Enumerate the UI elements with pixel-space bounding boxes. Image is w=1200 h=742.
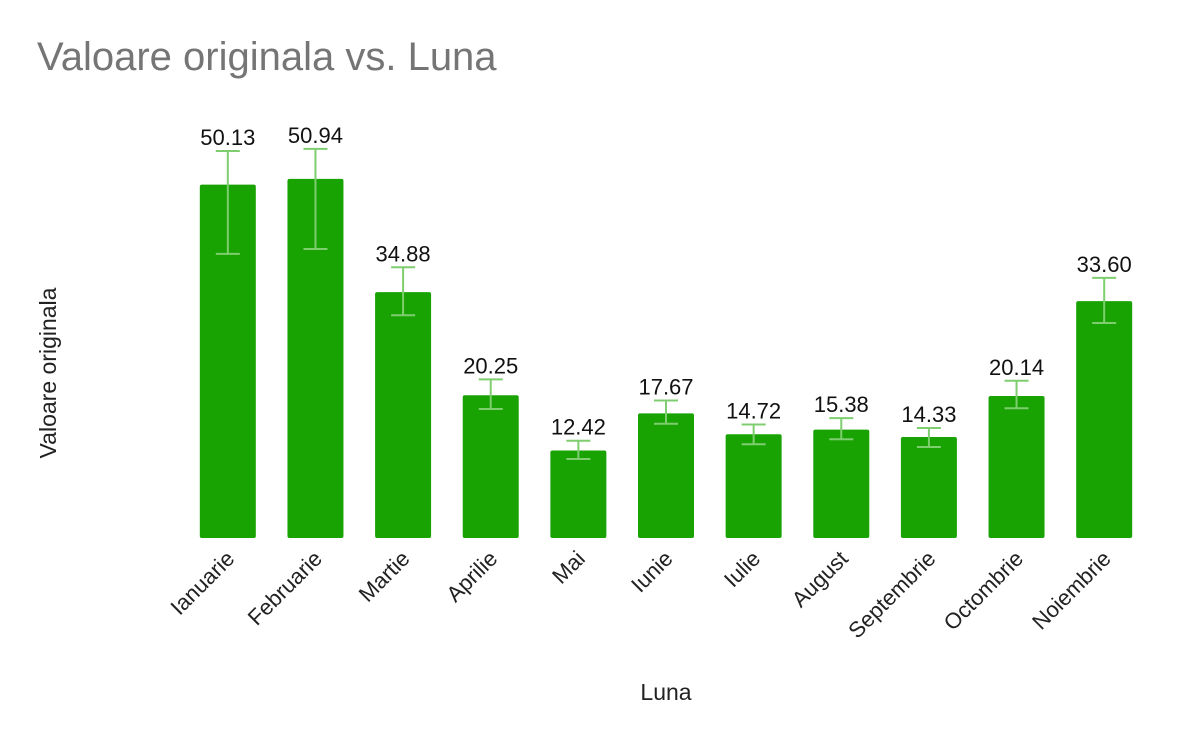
- error-bar-martie: [391, 266, 416, 317]
- bar-februarie: [287, 178, 344, 539]
- bar-octombrie: [988, 396, 1045, 538]
- bar-martie: [375, 292, 432, 538]
- error-bar-iulie: [741, 423, 766, 446]
- error-bar-februarie: [303, 147, 328, 250]
- data-labels-group: 50.13 50.94 34.88 20.25 12.42 17.67 14.72 15.38…: [200, 123, 1131, 440]
- x-tick-label-februarie: Februarie: [243, 546, 327, 630]
- bar-august: [813, 429, 870, 538]
- x-tick-label-mai: Mai: [547, 546, 590, 589]
- data-label-februarie: 50.94: [288, 123, 343, 148]
- x-axis-label: Luna: [640, 679, 691, 705]
- x-tick-label-noiembrie: Noiembrie: [1027, 546, 1116, 635]
- data-label-iulie: 14.72: [726, 398, 781, 423]
- error-bars-group: [215, 147, 1117, 461]
- x-tick-label-august: August: [787, 546, 853, 612]
- error-bar-octombrie: [1004, 379, 1029, 410]
- data-label-martie: 34.88: [376, 241, 431, 266]
- bar-septembrie: [900, 436, 957, 538]
- x-tick-label-octombrie: Octombrie: [939, 546, 1028, 635]
- x-tick-label-ianuarie: Ianuarie: [165, 546, 239, 620]
- data-label-aprilie: 20.25: [463, 353, 518, 378]
- data-label-septembrie: 14.33: [901, 402, 956, 427]
- x-tick-label-septembrie: Septembrie: [843, 546, 940, 643]
- bar-ianuarie: [199, 184, 256, 538]
- x-tick-label-iunie: Iunie: [626, 546, 677, 597]
- data-label-iunie: 17.67: [638, 375, 693, 400]
- error-bar-septembrie: [916, 427, 941, 449]
- bar-iulie: [725, 434, 782, 538]
- data-label-ianuarie: 50.13: [200, 125, 255, 150]
- bar-aprilie: [462, 395, 519, 538]
- x-tick-label-martie: Martie: [354, 546, 415, 607]
- chart-title: Valoare originala vs. Luna: [37, 35, 497, 79]
- error-bar-mai: [566, 439, 591, 461]
- data-label-octombrie: 20.14: [989, 355, 1044, 380]
- error-bar-august: [829, 417, 854, 441]
- bar-iunie: [638, 413, 694, 538]
- y-axis-label: Valoare originala: [35, 287, 61, 458]
- error-bar-aprilie: [478, 378, 503, 410]
- error-bar-noiembrie: [1092, 276, 1117, 324]
- bar-noiembrie: [1076, 301, 1133, 538]
- data-label-mai: 12.42: [551, 415, 606, 440]
- bars-group: [199, 178, 1133, 539]
- error-bar-ianuarie: [215, 149, 240, 255]
- error-bar-iunie: [654, 399, 678, 425]
- x-tick-label-aprilie: Aprilie: [441, 546, 502, 607]
- x-tick-labels-group: Ianuarie Februarie Martie Aprilie Mai Iunie Iu…: [165, 546, 1115, 643]
- x-tick-label-iulie: Iulie: [719, 546, 765, 592]
- data-label-noiembrie: 33.60: [1077, 252, 1132, 277]
- bar-mai: [550, 450, 607, 538]
- data-label-august: 15.38: [814, 392, 869, 417]
